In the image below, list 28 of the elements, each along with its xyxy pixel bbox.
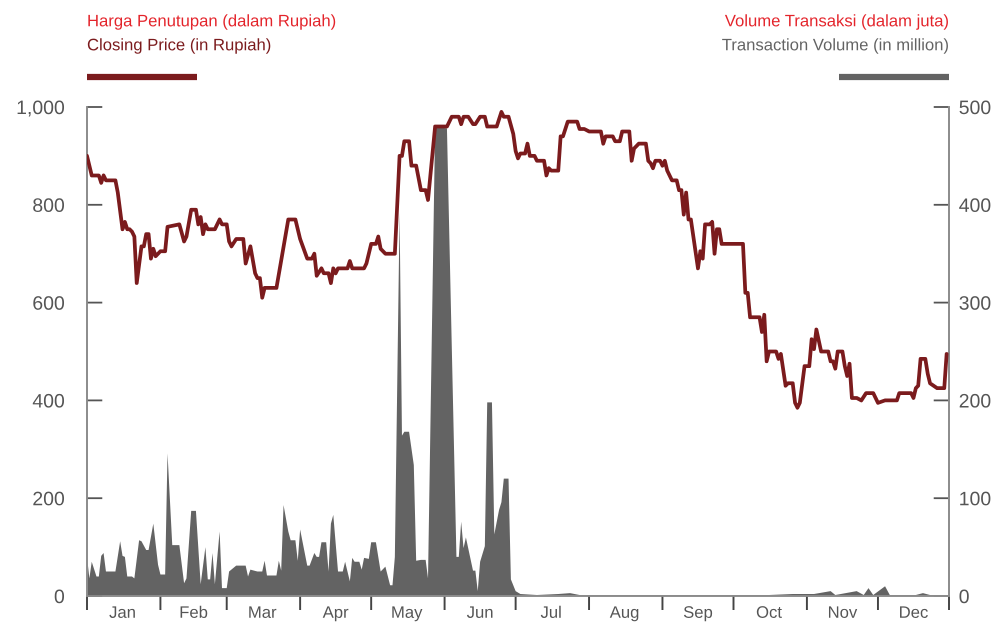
x-tick-label: Feb xyxy=(180,606,208,618)
y2-tick-label: 100 xyxy=(960,492,990,506)
x-tick-label: Apr xyxy=(322,606,348,622)
y-axis-title: Harga Penutupan (dalam Rupiah) xyxy=(88,14,336,30)
text: Transaction Volume (in million) xyxy=(722,38,948,54)
text: Closing Price (in Rupiah) xyxy=(88,38,270,54)
x-tick-label: Nov xyxy=(828,606,858,618)
y2-tick-label: 500 xyxy=(960,100,990,114)
x-tick-label: Dec xyxy=(900,606,928,618)
y2-tick-label: 200 xyxy=(960,394,990,408)
y2-tick-label: 0 xyxy=(959,589,969,604)
x-tick-label: Jul xyxy=(540,606,561,618)
x-tick-label: Sep xyxy=(684,606,712,622)
x-tick-label: Jan xyxy=(109,606,135,618)
x-tick-label: Jun xyxy=(466,606,492,618)
y-tick-label: 200 xyxy=(33,492,64,506)
x-tick-label: Oct xyxy=(756,606,782,618)
y-tick-label: 0 xyxy=(54,589,64,604)
x-tick-label: May xyxy=(392,606,422,622)
y2-axis-title: Volume Transaksi (dalam juta) xyxy=(724,14,948,30)
y2-tick-label: 300 xyxy=(959,296,990,310)
y-tick-label: 600 xyxy=(33,296,64,310)
x-tick-label: Mar xyxy=(249,606,276,618)
y-tick-label: 800 xyxy=(33,198,64,212)
y-tick-label: 400 xyxy=(32,394,64,408)
y-tick-label: 1,000 xyxy=(18,100,64,117)
x-tick-label: Aug xyxy=(610,606,638,622)
y2-tick-label: 400 xyxy=(959,198,990,212)
